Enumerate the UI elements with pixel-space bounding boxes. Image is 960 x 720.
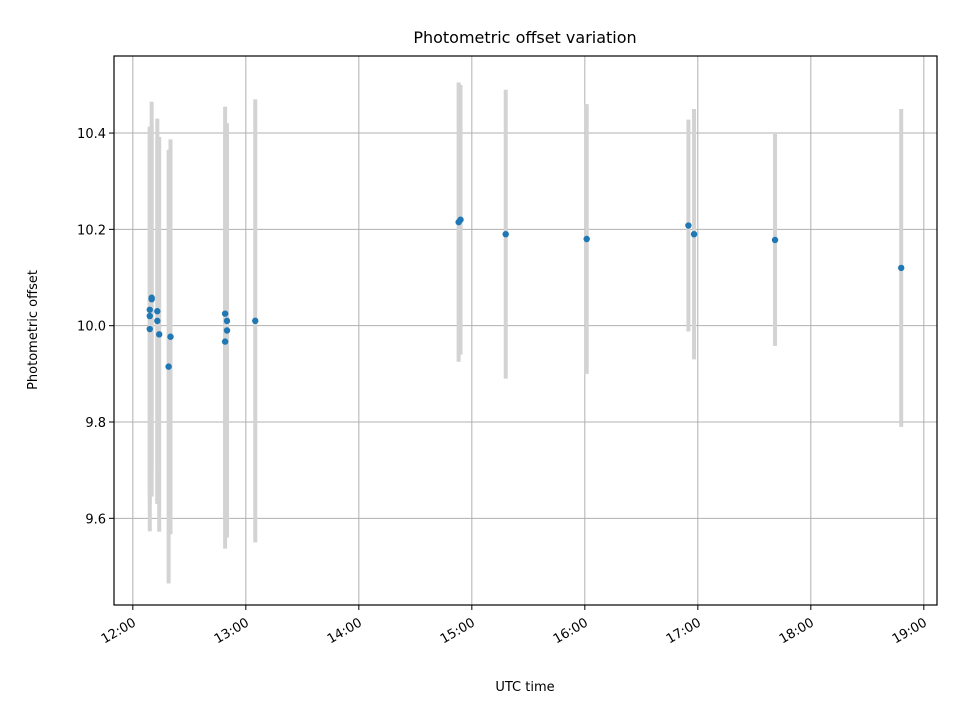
plot-frame [113, 55, 938, 606]
data-point [898, 264, 905, 272]
data-point [223, 327, 231, 334]
y-tick-label: 10.4 [77, 127, 106, 142]
x-axis-label: UTC time [495, 680, 554, 695]
x-tick-label: 17:00 [664, 615, 704, 647]
data-point [146, 306, 153, 313]
data-point [155, 331, 163, 338]
data-point [221, 338, 229, 345]
data-point [502, 230, 509, 238]
data-point [771, 236, 779, 244]
x-tick-label: 13:00 [212, 615, 252, 647]
data-point [146, 312, 153, 320]
x-tick-label: 15:00 [438, 615, 478, 647]
x-tick-label: 12:00 [99, 615, 139, 647]
data-points [146, 216, 905, 370]
data-point [165, 363, 172, 370]
grid [114, 56, 937, 605]
x-tick-label: 19:00 [890, 615, 930, 647]
error-bars [147, 82, 904, 584]
x-axis-ticks: 12:00 13:00 14:00 15:00 16:00 17:00 18:00 19:00 [99, 605, 930, 647]
data-point [221, 310, 229, 317]
y-axis-label: Photometric offset [26, 270, 41, 390]
chart-title: Photometric offset variation [413, 28, 636, 47]
data-point [146, 325, 153, 333]
data-point [685, 222, 692, 229]
data-point [252, 317, 259, 325]
data-point [457, 216, 464, 223]
y-tick-label: 10.2 [77, 223, 106, 238]
y-tick-label: 9.6 [85, 512, 106, 527]
data-point [167, 333, 174, 340]
data-point [154, 317, 161, 325]
y-tick-label: 9.8 [85, 416, 106, 431]
x-tick-label: 16:00 [551, 615, 591, 647]
x-tick-label: 18:00 [777, 615, 817, 647]
data-point [223, 317, 231, 325]
y-tick-label: 10.0 [77, 320, 106, 335]
data-point [690, 230, 698, 238]
x-tick-label: 14:00 [325, 615, 365, 647]
y-axis-ticks: 9.6 9.8 10.0 10.2 10.4 [77, 127, 114, 527]
data-point [148, 294, 155, 301]
data-point [154, 308, 161, 315]
data-point [583, 235, 590, 243]
